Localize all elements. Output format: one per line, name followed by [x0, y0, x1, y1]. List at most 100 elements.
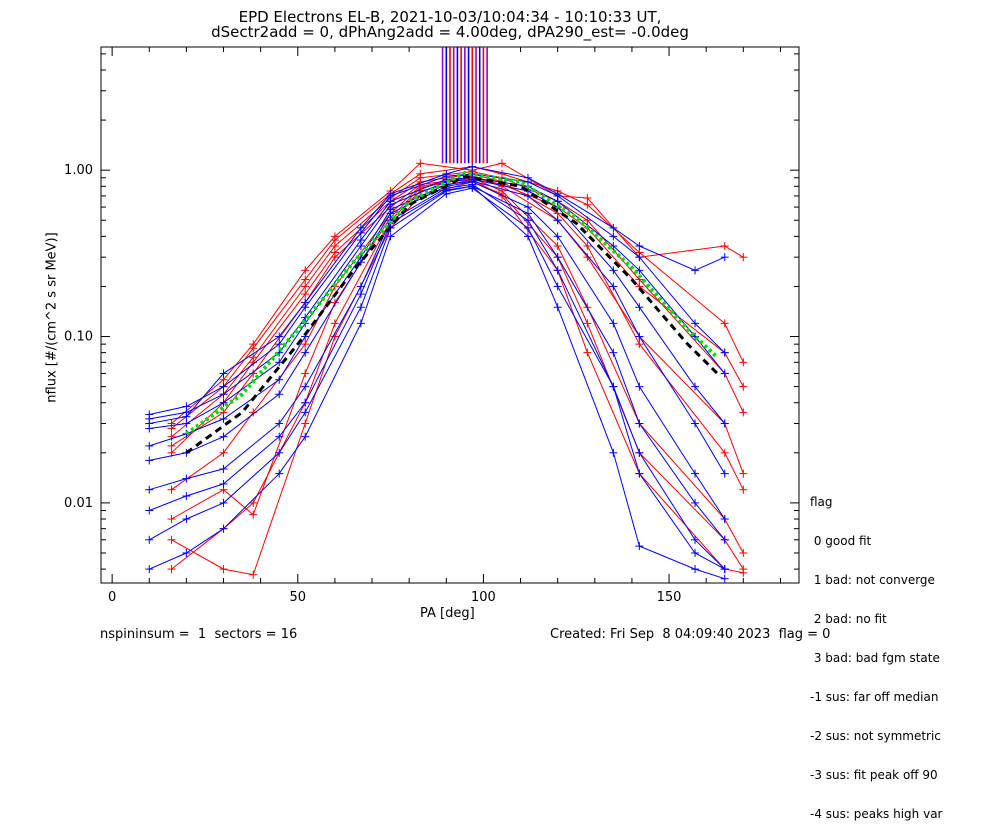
data-point	[691, 382, 700, 391]
data-point	[301, 432, 310, 441]
data-point	[301, 419, 310, 428]
data-point	[635, 542, 644, 551]
data-point	[330, 319, 339, 328]
data-point	[635, 242, 644, 251]
data-point	[583, 319, 592, 328]
data-point	[219, 448, 228, 457]
data-point	[301, 398, 310, 407]
data-point	[583, 194, 592, 203]
data-point	[219, 390, 228, 399]
data-point	[523, 173, 532, 182]
data-point	[219, 382, 228, 391]
x-tick-label: 100	[471, 590, 496, 605]
legend-item: -1 sus: far off median	[810, 690, 939, 704]
data-point	[301, 408, 310, 417]
legend-item: -2 sus: not symmetric	[810, 729, 941, 743]
flag-legend: flag 0 good fit 1 bad: not converge 2 ba…	[810, 470, 942, 834]
data-point	[182, 419, 191, 428]
data-point	[523, 191, 532, 200]
legend-title: flag	[810, 495, 833, 509]
data-point	[635, 382, 644, 391]
data-point	[219, 369, 228, 378]
data-point	[145, 565, 154, 574]
data-point	[301, 266, 310, 275]
data-point	[468, 162, 477, 171]
series-line	[149, 185, 726, 541]
data-point	[720, 574, 729, 583]
legend-item: -3 sus: fit peak off 90	[810, 768, 938, 782]
data-point	[356, 290, 365, 299]
data-point	[442, 169, 451, 178]
data-point	[145, 456, 154, 465]
data-point	[691, 419, 700, 428]
data-point	[583, 242, 592, 251]
data-point	[249, 498, 258, 507]
data-point	[609, 319, 618, 328]
fit-curve	[185, 174, 719, 455]
data-point	[386, 205, 395, 214]
data-point	[739, 548, 748, 557]
data-point	[301, 282, 310, 291]
x-tick-label: 50	[290, 590, 307, 605]
data-point	[553, 242, 562, 251]
fit-curves	[185, 171, 719, 455]
data-point	[301, 290, 310, 299]
data-point	[739, 253, 748, 262]
series-line	[171, 173, 744, 490]
data-point	[720, 535, 729, 544]
data-point	[583, 253, 592, 262]
data-point	[145, 506, 154, 515]
series-line	[149, 178, 726, 429]
data-point	[691, 535, 700, 544]
series-line	[149, 177, 726, 420]
data-point	[301, 298, 310, 307]
data-point	[219, 398, 228, 407]
data-point	[523, 232, 532, 241]
legend-item: -4 sus: peaks high var	[810, 807, 943, 821]
legend-item: 0 good fit	[810, 534, 872, 548]
data-point	[609, 448, 618, 457]
data-point	[219, 414, 228, 423]
data-point	[609, 382, 618, 391]
data-point	[553, 253, 562, 262]
data-point	[182, 548, 191, 557]
data-point	[219, 479, 228, 488]
data-point	[720, 419, 729, 428]
data-point	[219, 565, 228, 574]
data-point	[691, 266, 700, 275]
data-point	[301, 348, 310, 357]
legend-item: 3 bad: bad fgm state	[810, 651, 940, 665]
data-point	[635, 303, 644, 312]
data-point	[249, 340, 258, 349]
data-point	[301, 340, 310, 349]
data-point	[219, 432, 228, 441]
data-point	[301, 369, 310, 378]
data-point	[609, 348, 618, 357]
data-point	[609, 266, 618, 275]
data-point	[609, 223, 618, 232]
data-point	[739, 382, 748, 391]
data-point	[356, 223, 365, 232]
series-line	[171, 162, 744, 424]
data-point	[720, 348, 729, 357]
data-point	[609, 282, 618, 291]
data-point	[553, 189, 562, 198]
data-point	[167, 432, 176, 441]
data-point	[275, 375, 284, 384]
data-point	[219, 464, 228, 473]
data-point	[219, 524, 228, 533]
data-point	[635, 340, 644, 349]
data-point	[182, 492, 191, 501]
data-point	[386, 189, 395, 198]
data-point	[583, 200, 592, 209]
data-point	[301, 275, 310, 284]
y-axis-label: nflux [#/(cm^2 s sr MeV)]	[44, 232, 60, 403]
data-point	[182, 474, 191, 483]
data-point	[301, 382, 310, 391]
fit-curve	[185, 171, 719, 436]
data-point	[739, 358, 748, 367]
tick-labels: 0 50 100 150 0.01 0.10 1.00	[64, 163, 681, 605]
data-point	[145, 485, 154, 494]
data-point	[167, 485, 176, 494]
data-point	[145, 441, 154, 450]
